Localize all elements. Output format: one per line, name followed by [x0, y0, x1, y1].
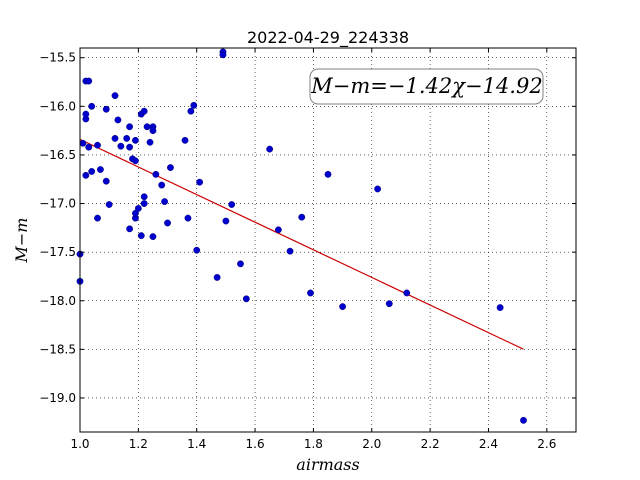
data-point	[324, 170, 332, 178]
data-point	[137, 232, 145, 240]
data-point	[79, 139, 87, 147]
data-point	[146, 138, 154, 146]
data-point	[274, 226, 282, 234]
data-point	[102, 177, 110, 185]
y-tick-label: −17.5	[39, 245, 76, 259]
data-point	[126, 143, 134, 151]
data-point	[94, 214, 101, 222]
data-point	[152, 170, 160, 178]
equation-text: M−m=−1.42χ−14.92	[310, 74, 542, 98]
grid	[79, 48, 576, 432]
x-tick-label: 2.2	[421, 437, 440, 451]
data-point	[496, 304, 504, 311]
data-point	[132, 136, 139, 144]
y-tick-label: −16.5	[39, 148, 76, 162]
data-point	[520, 416, 527, 424]
data-point	[266, 145, 274, 153]
data-point	[97, 166, 104, 173]
data-point	[242, 295, 250, 303]
data-point	[385, 300, 393, 308]
x-tick-label: 2.4	[479, 437, 498, 451]
data-point	[222, 217, 230, 225]
data-point	[126, 225, 134, 233]
data-point	[132, 157, 139, 165]
data-point	[82, 110, 90, 118]
data-point	[82, 171, 90, 179]
chart-title: 2022-04-29_224338	[247, 28, 409, 48]
data-point	[164, 219, 171, 227]
data-point	[111, 92, 119, 100]
y-tick-label: −18.0	[39, 294, 76, 308]
data-point	[298, 213, 306, 221]
data-point	[88, 168, 96, 175]
x-tick-label: 2.0	[362, 437, 381, 451]
data-point	[190, 101, 198, 109]
data-point	[196, 178, 204, 186]
data-point	[187, 107, 195, 115]
equation-box	[309, 68, 544, 105]
y-tick-label: −16.0	[39, 99, 76, 113]
y-axis-label: M−m	[12, 218, 31, 264]
data-point	[126, 123, 134, 131]
data-point	[140, 200, 148, 207]
data-point	[85, 143, 93, 151]
data-point	[88, 102, 96, 110]
x-axis-label: airmass	[296, 455, 359, 474]
data-point	[213, 274, 221, 281]
x-tick-label: 1.4	[187, 437, 206, 451]
data-points	[76, 48, 527, 424]
data-point	[140, 193, 148, 201]
data-point	[149, 127, 157, 135]
plot-frame	[79, 47, 577, 433]
data-point	[114, 116, 122, 124]
data-point	[102, 105, 110, 113]
data-point	[149, 233, 157, 240]
data-point	[143, 123, 151, 131]
y-tick-label: −17.0	[39, 197, 76, 211]
equation-annotation: M−m=−1.42χ−14.92	[309, 68, 544, 105]
y-tick-label: −19.0	[39, 391, 76, 405]
data-point	[237, 260, 244, 268]
y-tick-label: −15.5	[39, 51, 76, 65]
x-tick-label: 2.6	[537, 437, 556, 451]
data-point	[286, 247, 294, 255]
data-point	[158, 181, 166, 189]
data-point	[117, 142, 125, 150]
data-point	[219, 51, 227, 59]
y-tick-label: −18.5	[39, 342, 76, 356]
data-point	[123, 135, 131, 142]
data-point	[94, 141, 101, 149]
data-point	[374, 185, 381, 193]
data-point	[140, 107, 148, 115]
data-point	[161, 198, 169, 206]
data-point	[193, 246, 201, 254]
data-point	[167, 164, 174, 171]
data-point	[134, 205, 142, 212]
fit-line	[79, 138, 524, 350]
x-tick-label: 1.8	[304, 437, 323, 451]
data-point	[105, 201, 113, 208]
data-point	[228, 201, 236, 208]
fit-line-group	[79, 138, 524, 350]
x-tick-label: 1.2	[129, 437, 148, 451]
data-point	[111, 135, 119, 142]
data-point	[181, 136, 189, 144]
data-point	[339, 303, 346, 310]
x-tick-label: 1.6	[246, 437, 265, 451]
data-point	[184, 214, 192, 222]
x-tick-label: 1.0	[70, 437, 89, 451]
data-point	[85, 77, 93, 85]
data-point	[403, 289, 411, 297]
tick-labels: 1.0 1.2 1.4 1.6 1.8 2.0 2.2 2.4 2.6 −15.5 −16.0 −16…	[39, 51, 556, 451]
data-point	[307, 289, 314, 297]
axis-ticks	[79, 48, 576, 432]
